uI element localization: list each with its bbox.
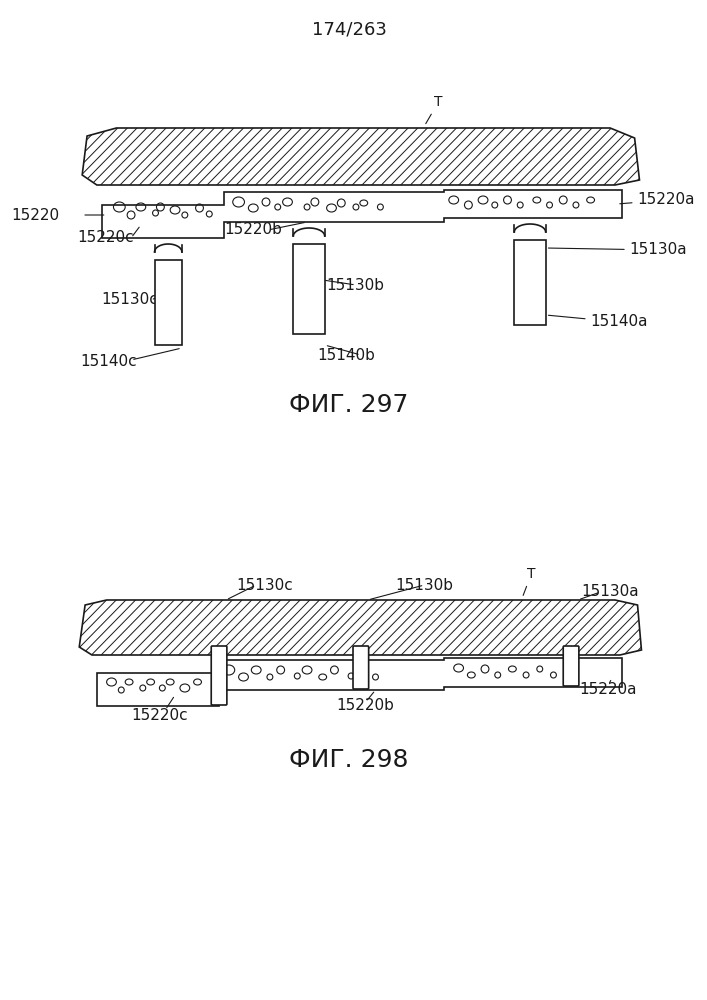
Polygon shape — [102, 190, 622, 238]
Text: 15130c: 15130c — [237, 578, 293, 592]
Text: 174/263: 174/263 — [312, 21, 387, 39]
Text: 15220a: 15220a — [620, 192, 695, 208]
Bar — [155, 260, 182, 345]
FancyBboxPatch shape — [563, 646, 579, 686]
Text: 15140c: 15140c — [80, 355, 137, 369]
Text: T: T — [426, 95, 443, 124]
Text: 15220b: 15220b — [337, 698, 395, 712]
Text: 15220b: 15220b — [224, 223, 282, 237]
Text: 15220a: 15220a — [579, 682, 636, 698]
Text: 15130a: 15130a — [549, 242, 687, 257]
Text: 15130b: 15130b — [395, 578, 453, 592]
Text: 15130c: 15130c — [102, 292, 158, 308]
Text: ФИГ. 298: ФИГ. 298 — [289, 748, 409, 772]
Text: 15220c: 15220c — [131, 708, 187, 722]
FancyBboxPatch shape — [211, 646, 227, 705]
Polygon shape — [97, 658, 622, 706]
Bar — [514, 240, 546, 325]
Text: 15220c: 15220c — [77, 231, 134, 245]
Bar — [293, 244, 325, 334]
Text: 15130a: 15130a — [581, 584, 638, 599]
Text: 15130b: 15130b — [327, 277, 385, 292]
Text: 15140a: 15140a — [549, 314, 648, 330]
Text: 15140b: 15140b — [317, 348, 375, 362]
Text: 15220: 15220 — [11, 208, 59, 223]
FancyBboxPatch shape — [353, 646, 368, 689]
Text: T: T — [523, 567, 535, 595]
Text: ФИГ. 297: ФИГ. 297 — [289, 393, 409, 417]
